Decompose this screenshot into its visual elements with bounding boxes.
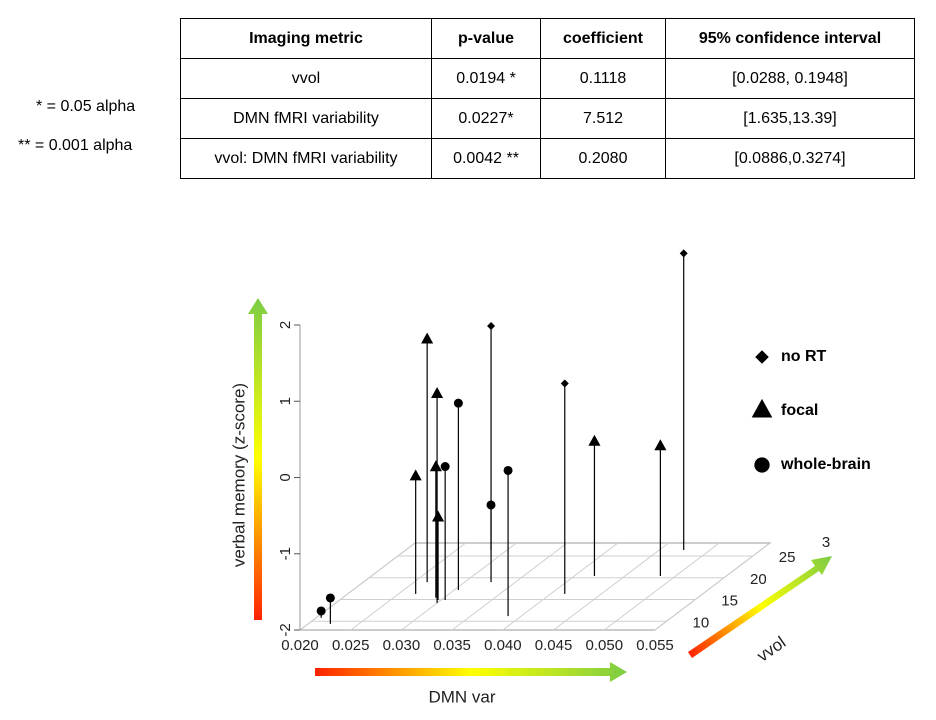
point <box>453 398 463 408</box>
gradient-arrow <box>688 556 832 658</box>
grid-line <box>451 542 568 631</box>
table-cell: [0.0886,0.3274] <box>665 138 915 179</box>
z-tick-label: 2 <box>277 321 294 329</box>
table-body: vvol 0.0194 * 0.1118 [0.0288, 0.1948] DMN fM… <box>180 58 915 179</box>
legend-label: whole-brain <box>780 456 871 473</box>
x-tick-label: 0.055 <box>636 637 674 654</box>
y-arrow-label: 3 <box>822 534 830 551</box>
table-cell: DMN fMRI variability <box>180 98 432 139</box>
table-cell: 0.0194 * <box>431 58 541 99</box>
alpha-note: ** = 0.001 alpha <box>18 137 133 154</box>
point <box>316 606 326 616</box>
z-tick-label: 0 <box>277 473 294 481</box>
header-cell: Imaging metric <box>180 18 432 59</box>
legend-marker <box>754 457 770 473</box>
point <box>325 593 335 603</box>
point <box>560 379 569 388</box>
table-row: vvol 0.0194 * 0.1118 [0.0288, 0.1948] <box>180 58 915 99</box>
point <box>487 321 496 330</box>
gradient-arrow <box>248 298 268 620</box>
z-tick-label: -2 <box>277 623 294 636</box>
x-tick-label: 0.035 <box>433 637 471 654</box>
x-tick-label: 0.025 <box>332 637 370 654</box>
point <box>679 249 688 258</box>
grid-line <box>603 542 720 631</box>
header-row: Imaging metric p-value coefficient 95% c… <box>180 18 915 59</box>
x-tick-label: 0.040 <box>484 637 522 654</box>
header-cell: coefficient <box>540 18 666 59</box>
x-tick-label: 0.030 <box>383 637 421 654</box>
x-tick-label: 0.045 <box>535 637 573 654</box>
legend-label: focal <box>781 402 818 419</box>
y-tick-label: 15 <box>721 593 738 610</box>
gradient-arrow <box>315 662 627 682</box>
table-cell: 0.1118 <box>540 58 666 99</box>
point <box>588 434 601 446</box>
y-tick-label: 20 <box>750 571 767 588</box>
x-axis-label: DMN var <box>428 687 495 706</box>
point <box>429 460 442 472</box>
grid-line <box>350 542 467 631</box>
point <box>486 500 496 510</box>
alpha-note: * = 0.05 alpha <box>36 98 136 115</box>
table-cell: 0.0042 ** <box>431 138 541 179</box>
x-tick-label: 0.050 <box>586 637 624 654</box>
point <box>431 386 444 398</box>
results-table: Imaging metric p-value coefficient 95% c… <box>180 18 915 179</box>
point <box>440 462 450 472</box>
point <box>421 332 434 344</box>
grid-line <box>553 542 669 631</box>
table-cell: vvol <box>180 58 432 99</box>
point <box>432 510 445 522</box>
table-cell: 0.0227* <box>431 98 541 139</box>
legend-marker <box>755 350 769 364</box>
point <box>503 465 513 475</box>
table-cell: vvol: DMN fMRI variability <box>180 138 432 179</box>
z-tick-label: -1 <box>277 547 294 560</box>
legend-marker <box>751 398 773 418</box>
point <box>409 469 422 481</box>
header-cell: 95% confidence interval <box>665 18 915 59</box>
y-tick-label: 25 <box>779 549 796 566</box>
grid-line <box>502 542 619 631</box>
y-tick-label: 10 <box>693 614 710 631</box>
x-tick-label: 0.020 <box>281 637 319 654</box>
table-row: vvol: DMN fMRI variability 0.0042 ** 0.208… <box>180 138 915 179</box>
grid-line <box>299 542 416 631</box>
point <box>654 439 667 451</box>
legend-label: no RT <box>781 348 827 365</box>
y-axis-label: vvol <box>754 633 790 666</box>
table-cell: [0.0288, 0.1948] <box>665 58 915 99</box>
grid-line <box>654 542 771 631</box>
table-cell: 0.2080 <box>540 138 666 179</box>
z-axis-label: verbal memory (z-score) <box>229 383 248 567</box>
z-tick-label: 1 <box>277 397 294 405</box>
